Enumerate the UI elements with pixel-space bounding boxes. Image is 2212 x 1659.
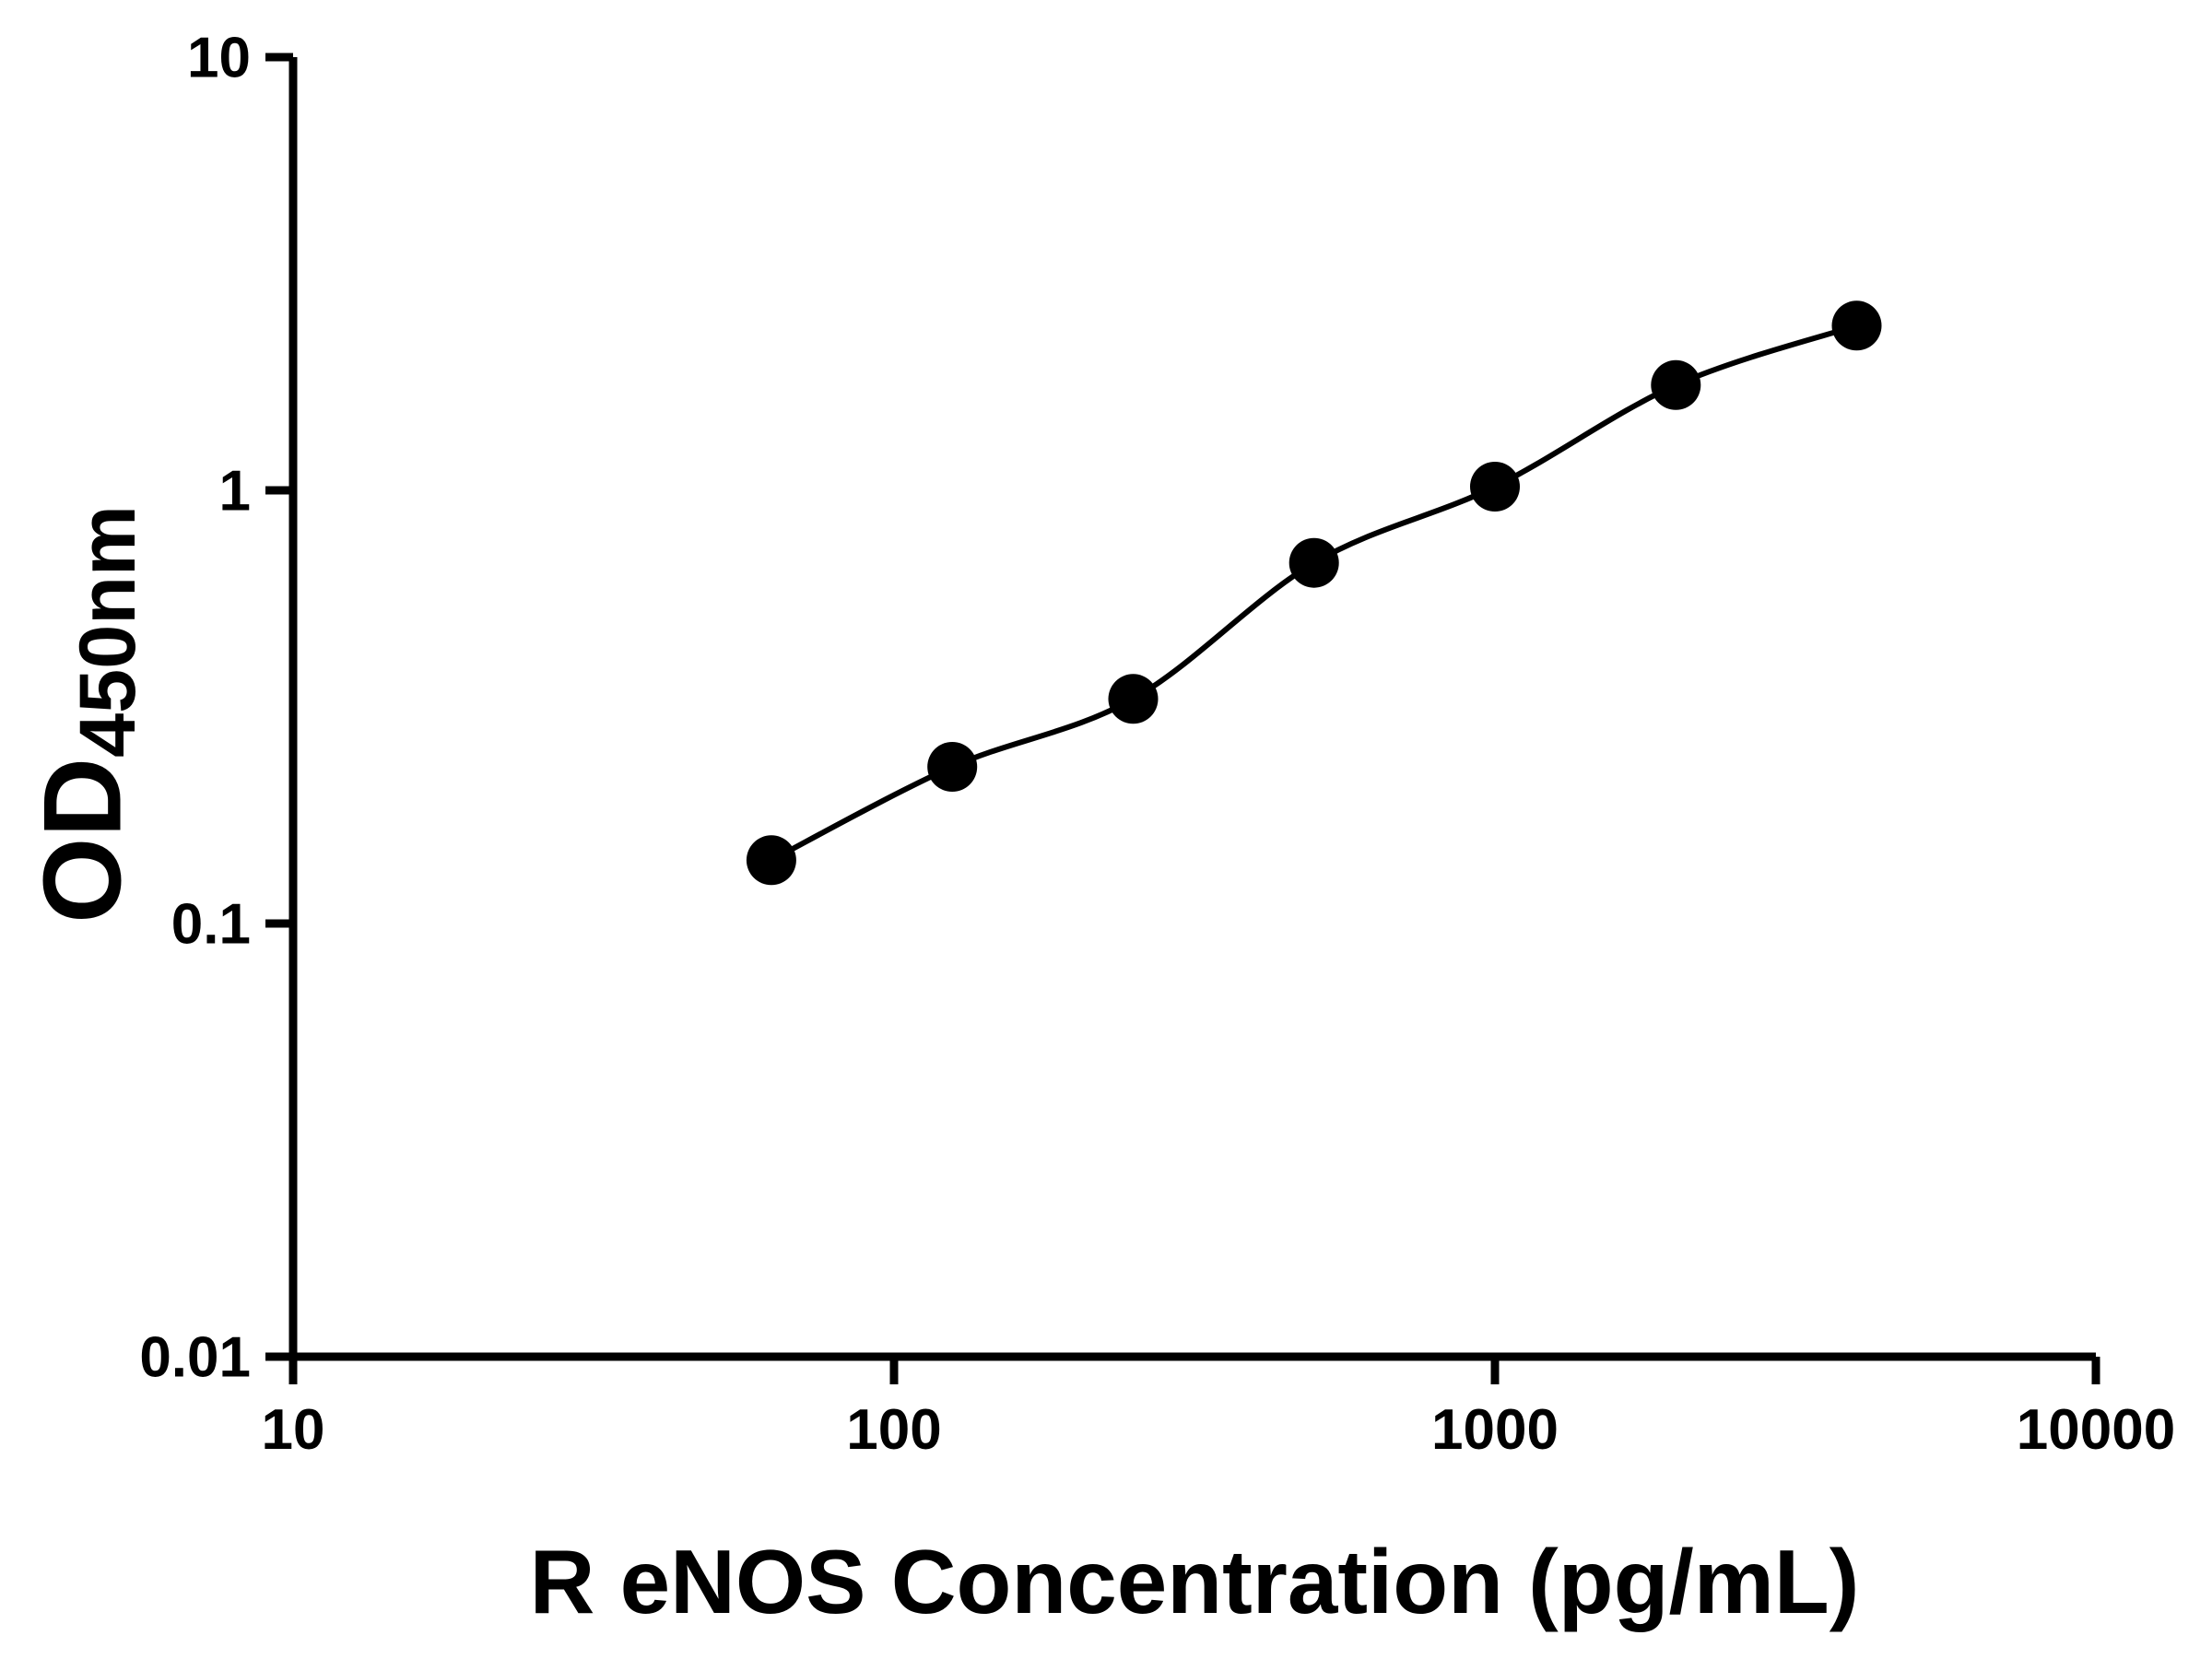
data-point-marker (1108, 674, 1159, 724)
data-point-marker (927, 742, 978, 792)
axes-spines (288, 57, 2096, 1361)
data-point-marker (1288, 537, 1339, 588)
y-axis-tick-label: 0.01 (139, 1326, 251, 1390)
y-axis-title: OD450nm (21, 505, 153, 924)
y-axis-tick-label: 10 (187, 27, 251, 90)
data-point-marker (1831, 300, 1882, 351)
x-axis-tick-label: 1000 (1431, 1398, 1559, 1462)
data-point-marker (1470, 462, 1520, 512)
data-point-marker (1651, 359, 1701, 410)
x-axis-tick-label: 100 (846, 1398, 941, 1462)
x-axis-tick-label: 10 (262, 1398, 325, 1462)
y-axis-tick-label: 1 (219, 460, 251, 524)
y-axis-tick-label: 0.1 (171, 893, 251, 957)
x-axis-title: R eNOS Concentration (pg/mL) (529, 1531, 1860, 1632)
x-axis-tick-label: 10000 (2017, 1398, 2175, 1462)
y-axis-title-main: OD (20, 757, 145, 924)
y-axis-title-subscript: 450nm (64, 505, 153, 758)
data-point-marker (746, 835, 796, 886)
